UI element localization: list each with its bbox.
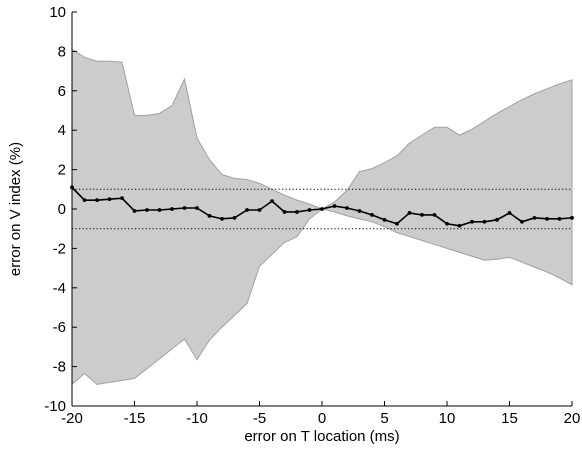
y-tick-label: 8 [58, 43, 66, 60]
x-tick-label: -10 [186, 410, 208, 427]
data-point [120, 196, 124, 201]
data-point [470, 219, 474, 224]
data-point [195, 206, 199, 210]
x-tick-label: 10 [439, 410, 456, 427]
data-point [520, 219, 524, 224]
data-point [507, 211, 512, 215]
data-point [557, 216, 562, 221]
x-tick-label: -15 [124, 410, 146, 427]
data-point [245, 208, 249, 212]
x-tick-label: -20 [61, 410, 83, 427]
data-point [82, 198, 87, 203]
data-point [95, 198, 99, 203]
data-point [395, 221, 399, 226]
data-point [157, 208, 162, 212]
x-axis-label: error on T location (ms) [244, 428, 399, 445]
y-tick-label: -10 [44, 398, 66, 415]
data-point [320, 207, 324, 211]
error-band [71, 48, 573, 386]
data-point [345, 206, 349, 210]
data-point [370, 213, 374, 217]
y-tick-label: -4 [53, 280, 66, 297]
data-point [357, 209, 362, 213]
y-tick-label: -6 [53, 319, 66, 336]
y-tick-label: 4 [58, 122, 66, 139]
data-point [182, 206, 187, 210]
y-tick-label: 0 [58, 201, 66, 218]
data-point [445, 221, 449, 226]
y-tick-label: -8 [53, 359, 66, 376]
data-point [145, 208, 149, 212]
data-point [457, 223, 462, 228]
data-point [170, 207, 174, 211]
data-point [282, 210, 287, 214]
x-tick-label: 5 [380, 410, 388, 427]
x-tick-label: 20 [564, 410, 581, 427]
x-tick-label: 15 [501, 410, 518, 427]
data-point [220, 216, 224, 221]
data-point [532, 215, 537, 220]
data-point [407, 211, 412, 215]
y-tick-label: -2 [53, 240, 66, 257]
y-tick-label: 2 [58, 162, 66, 179]
y-axis-label: error on V index (%) [7, 142, 24, 276]
data-point [257, 208, 262, 212]
data-point [570, 215, 574, 220]
y-tick-label: 6 [58, 83, 66, 100]
data-point [432, 213, 437, 217]
data-point [232, 215, 237, 220]
y-tick-label: 10 [49, 4, 66, 21]
data-point [545, 216, 549, 221]
data-point [132, 209, 137, 213]
data-point [295, 210, 299, 214]
data-point [307, 208, 312, 212]
x-tick-label: 0 [318, 410, 326, 427]
data-point [107, 197, 112, 202]
data-point [382, 217, 387, 222]
data-point [482, 219, 487, 224]
data-point [420, 213, 424, 217]
data-point [495, 217, 499, 222]
data-point [332, 204, 337, 208]
data-point [270, 199, 274, 204]
data-point [207, 213, 212, 218]
x-tick-label: -5 [253, 410, 266, 427]
